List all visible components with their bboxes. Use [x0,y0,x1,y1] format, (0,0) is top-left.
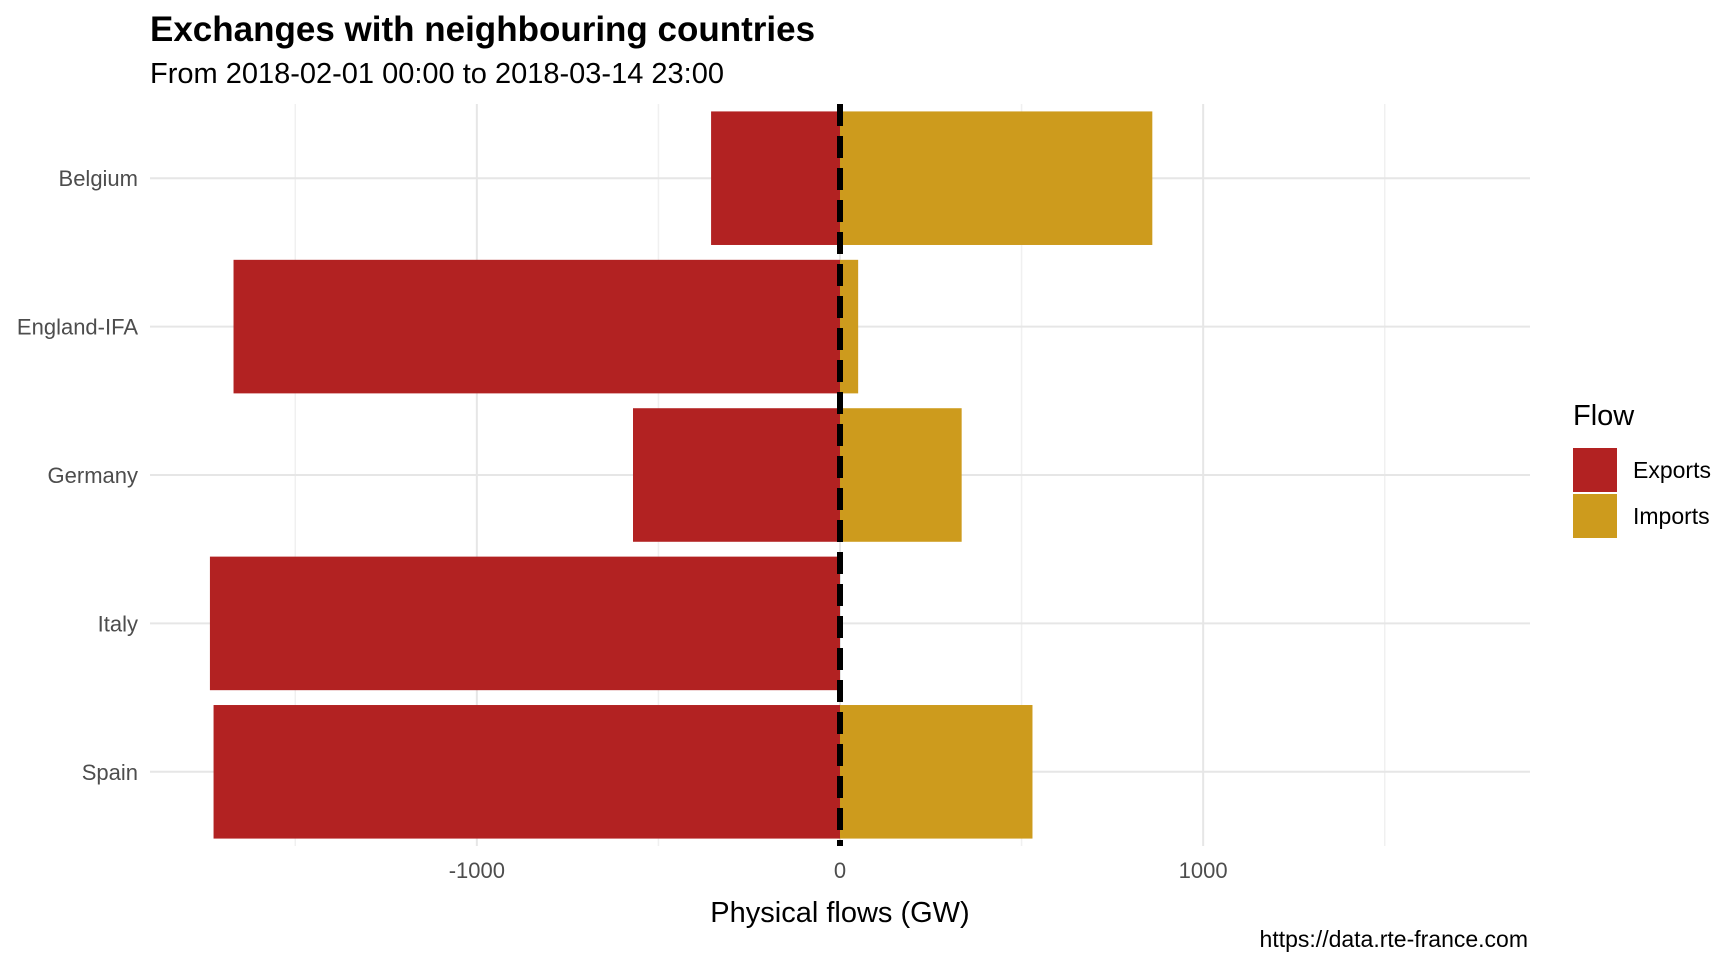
legend-swatch-imports [1573,494,1617,538]
y-tick-label: England-IFA [17,315,138,340]
bar-exports-england-ifa [233,259,841,394]
bar-exports-spain [213,705,841,839]
x-tick-label: 0 [834,858,846,883]
legend-label-imports: Imports [1633,502,1710,529]
bar-layer [209,111,1153,839]
bar-imports-england-ifa [840,259,859,394]
legend-label-exports: Exports [1633,456,1711,483]
bar-exports-italy [209,556,841,691]
bar-imports-belgium [840,111,1153,245]
chart-caption: https://data.rte-france.com [1259,926,1528,952]
axis-layer: Belgium England-IFA Germany Italy Spain -1000… [17,166,1228,929]
legend-item-imports: Imports [1573,493,1711,539]
bar-exports-germany [633,408,840,542]
x-axis-title: Physical flows (GW) [710,897,969,929]
chart-title: Exchanges with neighbouring countries [150,10,816,49]
legend-item-exports: Exports [1573,447,1711,493]
legend: Flow Exports Imports [1573,400,1711,539]
chart-subtitle: From 2018-02-01 00:00 to 2018-03-14 23:0… [150,58,724,90]
bar-imports-germany [840,408,962,542]
x-tick-label: 1000 [1179,858,1228,883]
bar-exports-belgium [711,111,840,245]
legend-title: Flow [1573,400,1635,432]
legend-swatch-exports [1573,448,1617,492]
bar-imports-spain [840,705,1033,839]
x-tick-label: -1000 [449,858,505,883]
y-tick-label: Germany [48,463,138,488]
y-tick-label: Italy [98,611,138,636]
y-tick-label: Spain [82,760,138,785]
y-tick-label: Belgium [59,166,138,191]
